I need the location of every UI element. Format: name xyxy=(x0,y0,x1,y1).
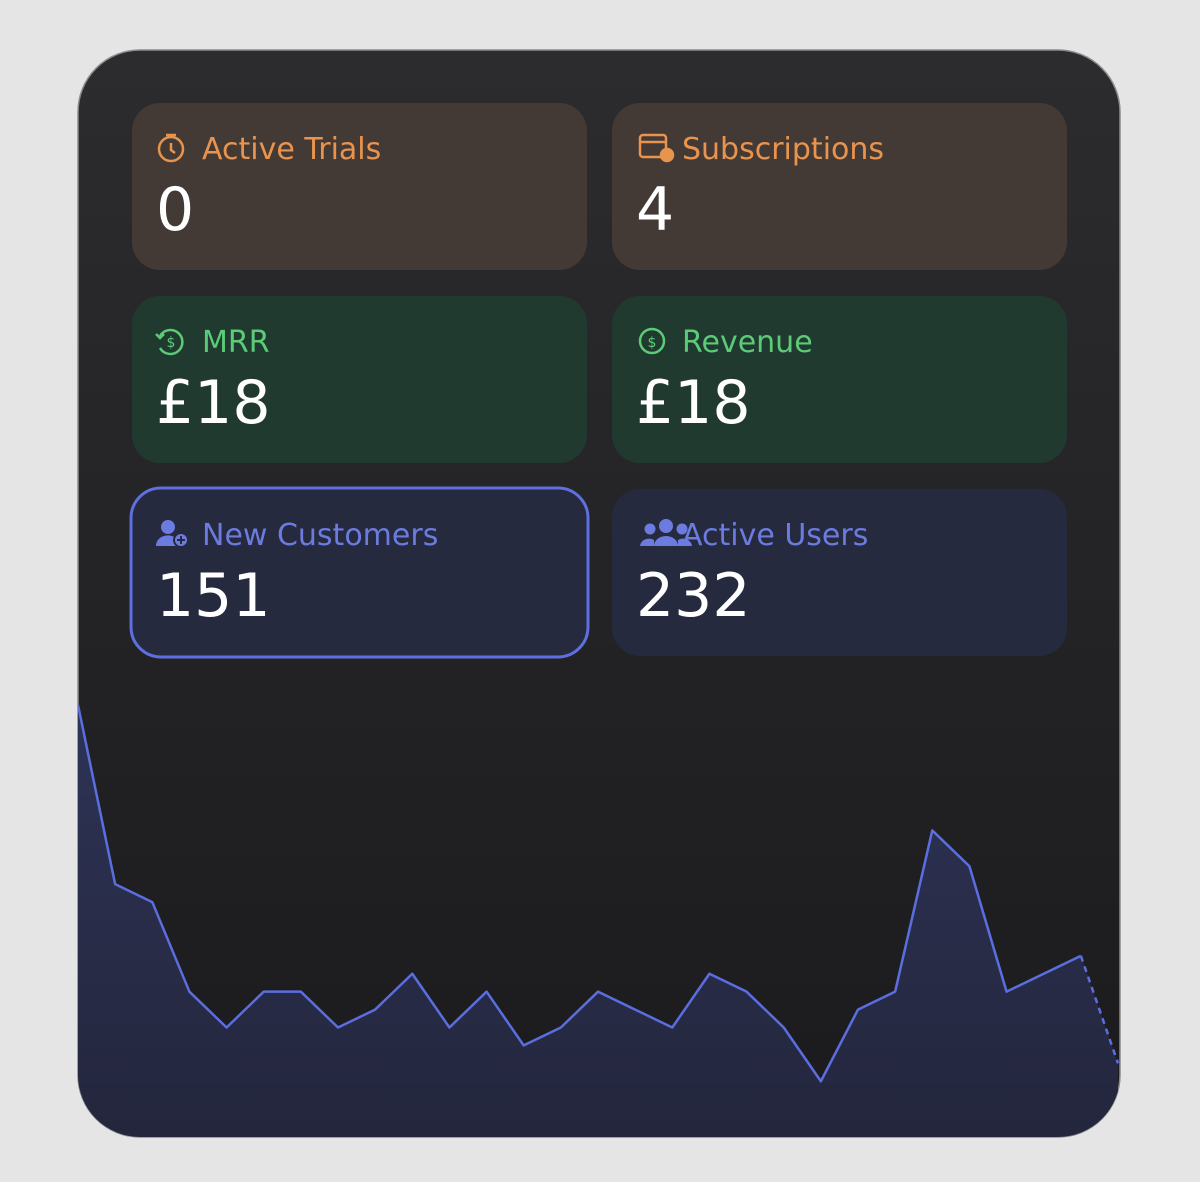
metric-card: MRR £18 xyxy=(132,296,587,463)
metric-card: Revenue £18 xyxy=(612,296,1067,463)
metric-card: Active Users 232 xyxy=(612,489,1067,656)
card-background xyxy=(612,103,1067,270)
card-value: 4 xyxy=(636,175,674,245)
svg-text:$: $ xyxy=(167,335,176,351)
card-value: 232 xyxy=(636,561,751,631)
cards: Active Trials0Subscriptions4MRR£18Revenu… xyxy=(129,103,1067,659)
timer-icon xyxy=(157,133,185,163)
card-label: Revenue xyxy=(682,325,813,360)
metric-card: New Customers 151 xyxy=(129,486,590,659)
sparkline xyxy=(78,704,1120,1137)
card-label: Active Trials xyxy=(202,132,381,167)
card-label: MRR xyxy=(202,325,270,360)
svg-text:$: $ xyxy=(648,335,657,351)
card-background xyxy=(132,296,587,463)
card-value: £18 xyxy=(636,368,751,438)
card-background xyxy=(132,103,587,270)
line xyxy=(78,704,1082,1083)
card-value: 0 xyxy=(156,175,194,245)
card-background xyxy=(129,486,590,659)
card-background xyxy=(612,489,1067,656)
card-label: Active Users xyxy=(682,518,868,553)
card-value: £18 xyxy=(156,368,271,438)
projected-line xyxy=(1079,955,1120,1064)
mrr-icon: $ xyxy=(155,328,184,356)
card-value: 151 xyxy=(156,561,271,631)
calendar-icon xyxy=(638,133,675,163)
card-label: New Customers xyxy=(202,518,438,553)
users-icon xyxy=(640,519,692,546)
card-label: Subscriptions xyxy=(682,132,884,167)
add-user-icon xyxy=(155,520,189,548)
card-background xyxy=(612,296,1067,463)
area-fill xyxy=(78,705,1118,1137)
revenue-icon: $ xyxy=(638,327,666,355)
icons: $ $ xyxy=(155,133,692,548)
